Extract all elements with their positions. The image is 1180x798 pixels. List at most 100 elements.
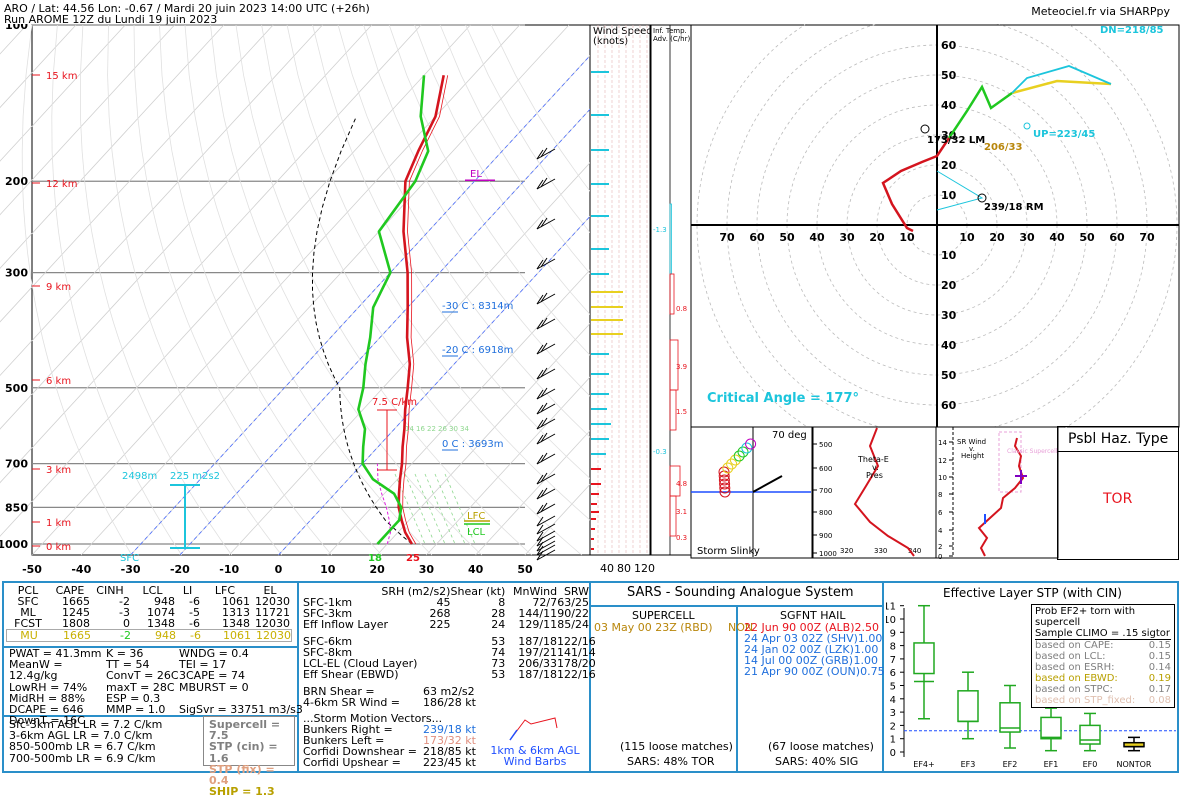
wind-speed-panel: Wind Speed (knots) [590,24,652,556]
wind-barb-flag [540,177,548,188]
hodo-x-label: 40 [809,231,825,244]
header-line-1: ARO / Lat: 44.56 Lon: -0.67 / Mardi 20 j… [4,2,370,15]
kinematics-row: SFC-8km 74 197/21 141/14 [303,647,596,658]
stp-y-label: 3 [890,708,896,719]
hodo-inflow [936,170,984,211]
parcel-cell: -5 [189,606,200,619]
parcel-trace [312,116,413,545]
wind-barb [536,343,556,355]
header-line-2: Run AROME 12Z du Lundi 19 juin 2023 [4,13,218,26]
mixing-ratio-line [414,473,446,545]
hodo-x-label: 60 [1109,231,1125,244]
hodo-x-label: 30 [839,231,855,244]
stp-legend-label: based on EBWD: [1035,673,1118,684]
wind-barb-flag [536,536,544,547]
kinematics-cell [423,636,451,647]
supercell-title: SUPERCELL [632,609,695,622]
mixing-ratio-line [424,473,456,545]
srh-height: 2498m [122,471,157,482]
stp-legend-value: 0.19 [1148,673,1171,684]
height-label: 15 km [46,71,77,82]
kinematics-cell: 85/24 [557,618,589,631]
hodo-x-label: 60 [749,231,765,244]
temp-axis-label: -10 [219,563,239,576]
temp-axis-label: -50 [22,563,42,576]
index-value: MBURST = 0 [179,680,249,694]
temp-axis-label: -40 [71,563,91,576]
advection-value: 3.9 [676,363,687,371]
sfc-label: SFC [120,553,139,564]
wind-speed-ticks: 40 80 120 [600,562,655,575]
sfc-temp: 25 [406,553,420,564]
advection-value: 0.3 [676,534,687,542]
parcel-col-lcl: LCL [142,584,163,597]
kinematics-cell: 268 [429,607,451,620]
kinematics-cell: SFC-1km [303,596,353,609]
srw-y-label: 10 [938,474,947,482]
srw-classic: Classic Supercell [1007,448,1058,455]
hail-match-date: 14 Jul 00 00Z (GRB) [744,654,854,667]
advection-box [669,495,677,537]
dry-adiabat [414,24,592,318]
possible-hazard-panel: Psbl Haz. Type TOR [1057,426,1179,560]
stp-legend-label: based on LCL: [1035,651,1106,662]
parcel-col-cape: CAPE [55,584,85,597]
barbs-caption-1: 1km & 6km AGL [490,744,580,757]
parcel-row-sfc[interactable]: SFC 1665 -2 948 -6 1061 12030 [6,596,292,607]
lapse-rate-value: 850-500mb LR = 6.7 C/km [9,740,156,754]
parcel-cell: 1061 [222,595,250,608]
kinematics-cell: 122/16 [557,635,596,648]
mixing-ratio-label: 14 [405,425,414,433]
wind-barb-flag [536,344,544,355]
kinematics-cell: 90/22 [557,607,589,620]
parcel-row-ml[interactable]: ML 1245 -3 1074 -5 1313 11721 [6,607,292,618]
storm-motion-value: 218/85 kt [423,745,476,758]
wind-barb-flag [540,317,548,328]
wind-barb [536,148,556,160]
hail-match-row: 24 Apr 03 02Z (SHV) 1.00 [744,633,882,644]
index-value: DCAPE = 646 [9,703,84,717]
hodo-trace-red [881,137,951,233]
parcel-cell: -6 [190,629,201,642]
index-value: SigSvr = 33751 m3/s3 [179,703,303,717]
parcel-cell: 1808 [62,617,90,630]
isotherm [81,24,570,556]
hodo-y-label: 50 [941,369,957,382]
advection-box [669,389,677,431]
parcel-row-fcst[interactable]: FCST 1808 0 1348 -6 1348 12030 [6,618,292,629]
isotherm [0,24,126,162]
dry-adiabat [261,24,582,556]
index-value: WNDG = 0.4 [179,647,249,660]
srw-label-2: v. [969,445,975,453]
critical-angle: Critical Angle = 177° [707,391,859,406]
theta-x-label: 320 [840,547,853,555]
parcel-col-el: EL [263,584,277,597]
dry-adiabat [388,24,592,358]
storm-slinky-panel: 70 deg Storm Slinky [690,426,813,559]
parcel-cell: 12030 [255,617,290,630]
supercell-type: NON [728,621,754,634]
hail-matches: 22 Jun 90 00Z (ALB) 2.50 24 Apr 03 02Z (SH… [744,622,885,677]
stp-y-label: 2 [890,721,896,732]
wind-barb [536,258,556,270]
index-value: ESP = 0.3 [106,691,161,705]
theta-x-label: 330 [874,547,887,555]
isotherm [0,24,422,484]
stp-y-label: 4 [890,695,896,706]
wind-barb [536,293,556,305]
sars-title: SARS - Sounding Analogue System [627,585,854,600]
stp-y-label: 7 [890,655,896,666]
parcel-cell: 12030 [256,629,291,642]
lapse-rate-value: 3-6km AGL LR = 7.0 C/km [9,729,153,743]
parcel-row-mu[interactable]: MU 1665 -2 948 -6 1061 12030 [6,629,292,642]
index-value: TEI = 17 [179,658,227,672]
wind-barb-flag [536,294,544,305]
advection-value: -1.3 [653,226,667,234]
kin-header: SRH (m2/s2) Shear (kt) MnWind SRW [303,586,589,597]
lm-marker [920,124,930,134]
sfc-dew: 18 [368,553,382,564]
srw-y-label: 14 [938,439,947,447]
hodo-x-label: 20 [869,231,885,244]
